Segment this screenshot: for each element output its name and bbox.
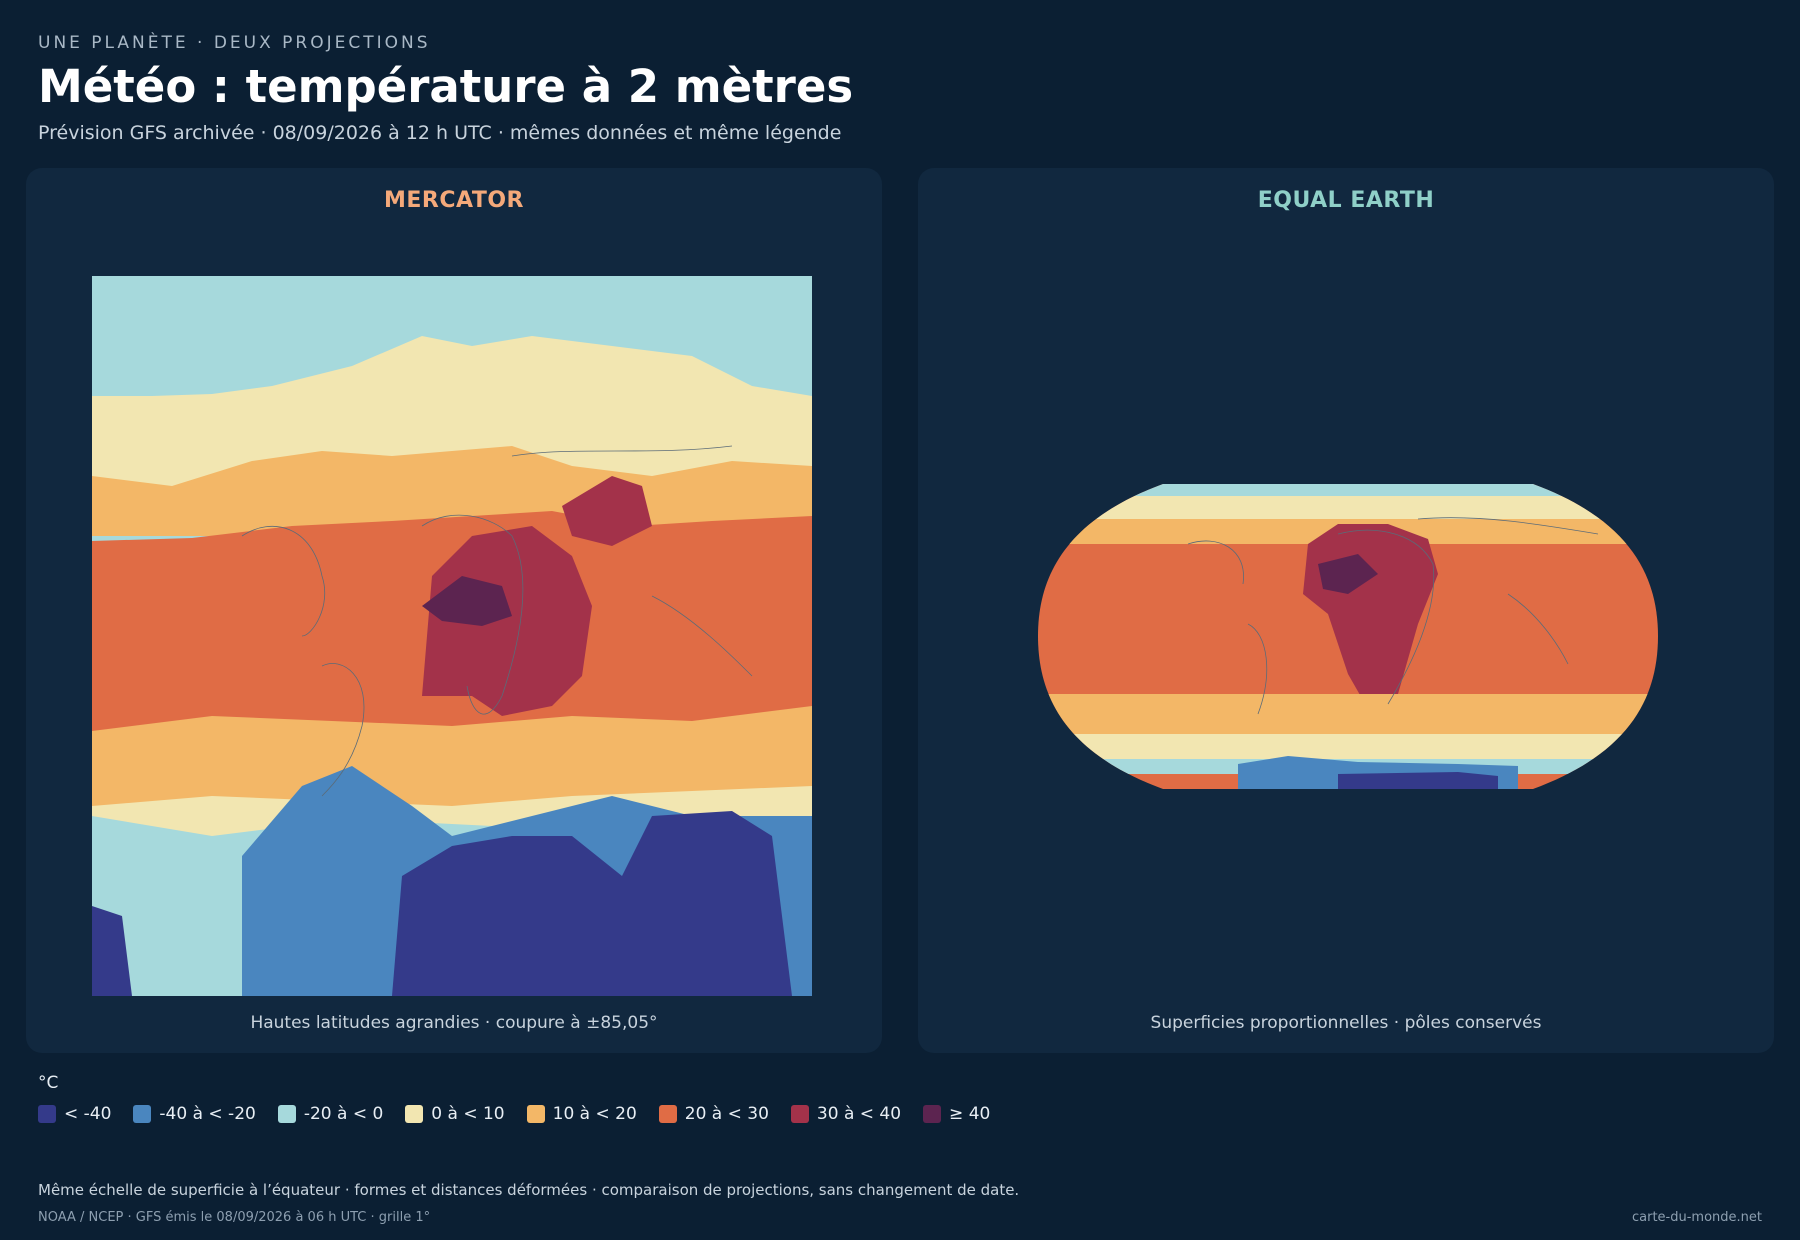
legend-label: 10 à < 20 xyxy=(552,1104,637,1124)
legend-item: 10 à < 20 xyxy=(526,1104,637,1124)
legend: < -40 -40 à < -20 -20 à < 0 0 à < 10 10 à < … xyxy=(38,1104,1012,1124)
legend-swatch xyxy=(526,1105,545,1123)
mercator-map xyxy=(92,276,812,996)
very-hot-sahara xyxy=(422,576,512,626)
legend-label: 20 à < 30 xyxy=(684,1104,769,1124)
legend-label: ≥ 40 xyxy=(949,1104,991,1124)
legend-label: < -40 xyxy=(64,1104,112,1124)
ee-coast-africa xyxy=(1337,529,1435,705)
mercator-map-svg xyxy=(92,276,812,996)
legend-item: < -40 xyxy=(38,1104,111,1124)
legend-swatch xyxy=(277,1105,296,1123)
legend-item: 20 à < 30 xyxy=(658,1104,769,1124)
hot-africa xyxy=(422,526,592,716)
legend-unit: °C xyxy=(38,1073,59,1093)
ee-coast-americas xyxy=(1187,540,1268,715)
legend-item: 30 à < 40 xyxy=(790,1104,902,1124)
mercator-panel: MERCATOR Hautes latitudes agrandies · co… xyxy=(26,168,882,1053)
legend-swatch xyxy=(658,1105,677,1123)
legend-label: 0 à < 10 xyxy=(431,1104,505,1124)
footer-note: Même échelle de superficie à l’équateur … xyxy=(38,1181,1020,1199)
legend-swatch xyxy=(790,1105,809,1123)
coast-eurasia xyxy=(511,445,753,677)
footer-site: carte-du-monde.net xyxy=(1632,1210,1762,1225)
equal-earth-panel: EQUAL EARTH xyxy=(918,168,1774,1053)
legend-label: 30 à < 40 xyxy=(816,1104,902,1124)
equal-earth-map xyxy=(1038,484,1658,789)
ee-mild-south xyxy=(1038,694,1658,734)
legend-swatch xyxy=(133,1105,152,1123)
coast-americas xyxy=(241,525,365,797)
legend-swatch xyxy=(38,1105,56,1123)
antarctic-very-cold xyxy=(392,811,792,996)
equal-earth-caption: Superficies proportionnelles · pôles con… xyxy=(1150,1013,1542,1033)
ee-arctic xyxy=(1038,484,1658,496)
legend-item: -20 à < 0 xyxy=(277,1104,384,1124)
legend-label: -40 à < -20 xyxy=(159,1104,256,1124)
ee-coast-eurasia xyxy=(1417,517,1599,665)
ee-very-hot xyxy=(1318,554,1378,594)
legend-item: -40 à < -20 xyxy=(133,1104,256,1124)
band-mild-south xyxy=(92,706,812,816)
kicker: UNE PLANÈTE · DEUX PROJECTIONS xyxy=(38,33,431,53)
legend-item: ≥ 40 xyxy=(923,1104,990,1124)
band-cool-north xyxy=(92,336,812,486)
ee-cool-north xyxy=(1038,496,1658,519)
legend-label: -20 à < 0 xyxy=(303,1104,384,1124)
footer-source: NOAA / NCEP · GFS émis le 08/09/2026 à 0… xyxy=(38,1210,431,1225)
mercator-caption: Hautes latitudes agrandies · coupure à ±… xyxy=(250,1013,658,1033)
coast-africa xyxy=(421,514,524,715)
legend-swatch xyxy=(405,1105,424,1123)
antarctic-edge xyxy=(92,906,132,996)
equal-earth-title: EQUAL EARTH xyxy=(1257,188,1435,213)
legend-item: 0 à < 10 xyxy=(405,1104,505,1124)
equal-earth-map-svg xyxy=(1038,484,1658,789)
ee-antarctic-cold xyxy=(1338,772,1498,789)
ee-cool-south xyxy=(1038,734,1658,759)
page-title: Météo : température à 2 mètres xyxy=(38,60,854,113)
legend-swatch xyxy=(923,1105,942,1123)
hot-asia xyxy=(562,476,652,546)
mercator-title: MERCATOR xyxy=(384,188,524,213)
page-subtitle: Prévision GFS archivée · 08/09/2026 à 12… xyxy=(38,122,842,144)
